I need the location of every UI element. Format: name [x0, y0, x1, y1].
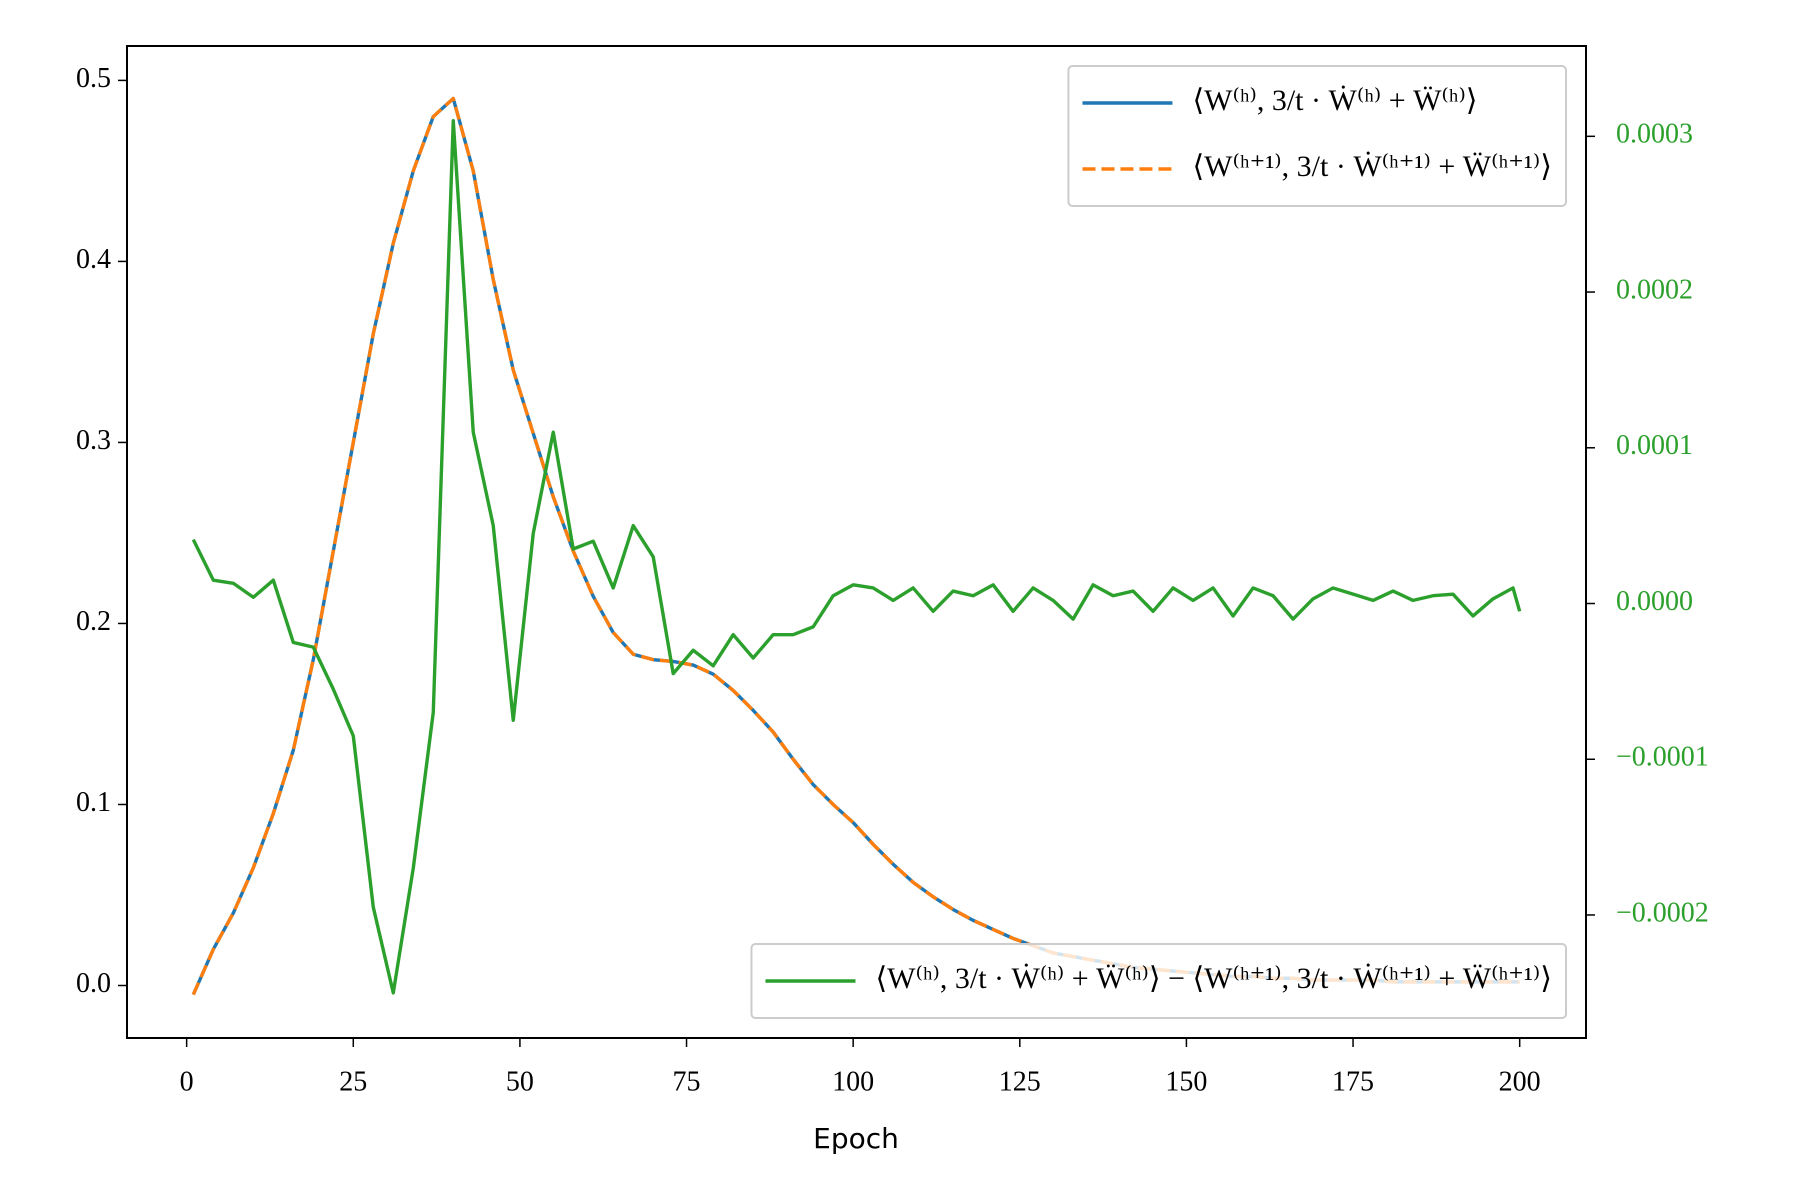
- legend: ⟨W⁽ʰ⁾, 3/t · Ẇ⁽ʰ⁾ + Ẅ⁽ʰ⁾⟩ − ⟨W⁽ʰ⁺¹⁾, 3/t…: [750, 943, 1567, 1019]
- series-line: [191, 119, 1522, 995]
- x-tick-label: 175: [1332, 1066, 1374, 1097]
- x-tick-label: 25: [339, 1066, 367, 1097]
- legend-label: ⟨W⁽ʰ⁾, 3/t · Ẇ⁽ʰ⁾ + Ẅ⁽ʰ⁾⟩ − ⟨W⁽ʰ⁺¹⁾, 3/t…: [875, 962, 1552, 995]
- x-tick-label: 0: [180, 1066, 194, 1097]
- y-tick-label: 0.3: [76, 425, 111, 456]
- y2-tick-label: 0.0003: [1616, 119, 1693, 150]
- x-tick-label: 150: [1165, 1066, 1207, 1097]
- y-tick-label: 0.4: [76, 244, 111, 275]
- y2-tick-label: −0.0002: [1616, 897, 1709, 928]
- y2-tick-label: −0.0001: [1616, 742, 1709, 773]
- x-axis-label: Epoch: [813, 1122, 899, 1155]
- legend: ⟨W⁽ʰ⁾, 3/t · Ẇ⁽ʰ⁾ + Ẅ⁽ʰ⁾⟩ ⟨W⁽ʰ⁺¹⁾, 3/t · …: [1067, 65, 1567, 207]
- y2-tick-label: 0.0001: [1616, 430, 1693, 461]
- y2-tick-label: 0.0000: [1616, 586, 1693, 617]
- legend-label: ⟨W⁽ʰ⁾, 3/t · Ẇ⁽ʰ⁾ + Ẅ⁽ʰ⁾⟩: [1192, 84, 1477, 117]
- y2-tick-label: 0.0002: [1616, 274, 1693, 305]
- x-tick-label: 50: [506, 1066, 534, 1097]
- x-tick-label: 125: [999, 1066, 1041, 1097]
- legend-label: ⟨W⁽ʰ⁺¹⁾, 3/t · Ẇ⁽ʰ⁺¹⁾ + Ẅ⁽ʰ⁺¹⁾⟩: [1192, 150, 1552, 183]
- x-tick-label: 200: [1499, 1066, 1541, 1097]
- legend-box: [1067, 65, 1567, 207]
- y-tick-label: 0.2: [76, 606, 111, 637]
- x-tick-label: 75: [673, 1066, 701, 1097]
- y-tick-label: 0.0: [76, 968, 111, 999]
- y-tick-label: 0.5: [76, 63, 111, 94]
- y-tick-label: 0.1: [76, 787, 111, 818]
- legend-box: [750, 943, 1567, 1019]
- x-tick-label: 100: [832, 1066, 874, 1097]
- plot-frame: [126, 45, 1587, 1039]
